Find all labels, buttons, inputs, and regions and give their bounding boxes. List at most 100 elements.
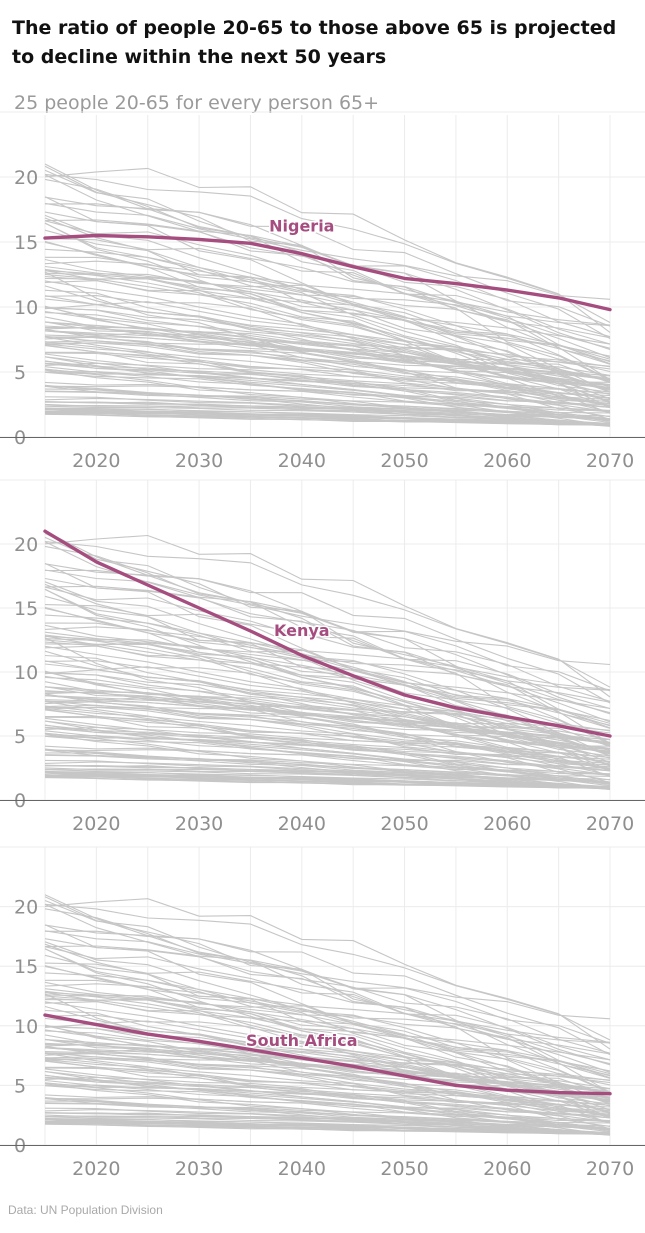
country-line — [44, 316, 611, 376]
country-line — [44, 280, 611, 407]
country-line — [44, 588, 611, 722]
country-line — [44, 222, 611, 357]
country-line — [44, 948, 611, 1072]
chart-title: The ratio of people 20-65 to those above… — [12, 17, 617, 68]
country-line — [44, 999, 611, 1105]
country-line — [44, 681, 611, 740]
country-line — [44, 169, 611, 327]
x-tick-label: 2060 — [483, 450, 531, 470]
country-line — [44, 396, 611, 426]
country-line — [44, 1077, 611, 1119]
x-tick-label: 2070 — [586, 1158, 634, 1180]
country-line — [44, 899, 611, 1044]
x-tick-label: 2030 — [175, 1158, 223, 1180]
country-line — [44, 336, 611, 382]
country-line — [44, 1094, 611, 1131]
country-line — [44, 645, 611, 771]
country-line — [44, 686, 611, 731]
country-line — [44, 321, 611, 367]
country-line — [44, 381, 611, 421]
country-line — [44, 1030, 611, 1090]
country-line — [44, 775, 611, 790]
country-line — [44, 1085, 611, 1131]
country-line — [44, 258, 611, 362]
country-line — [44, 671, 611, 781]
y-tick-label: 15 — [14, 956, 38, 978]
country-line — [44, 1039, 611, 1081]
x-tick-label: 2040 — [278, 813, 326, 835]
y-tick-label: 5 — [14, 726, 26, 748]
country-line — [44, 1045, 611, 1116]
country-line — [44, 1067, 611, 1119]
country-line — [44, 1052, 611, 1094]
country-line — [44, 938, 611, 1054]
highlight-series-line — [43, 1013, 612, 1096]
country-line — [44, 701, 611, 745]
y-tick-label: 20 — [14, 534, 38, 556]
x-tick-label: 2020 — [72, 813, 120, 835]
country-line — [44, 295, 611, 408]
country-line — [44, 896, 611, 1079]
country-line — [44, 894, 611, 1079]
x-tick-label: 2050 — [380, 450, 428, 470]
country-line — [44, 532, 611, 729]
country-line — [44, 660, 611, 772]
country-line — [44, 222, 611, 381]
country-line — [44, 898, 611, 1050]
country-line — [44, 248, 611, 391]
country-line — [44, 371, 611, 413]
series-label: Nigeria — [269, 217, 334, 236]
x-tick-label: 2020 — [72, 450, 120, 470]
country-line — [44, 229, 611, 360]
country-line — [44, 1074, 611, 1122]
country-line — [44, 285, 611, 383]
country-line — [44, 1034, 611, 1090]
country-line — [44, 749, 611, 772]
background-country-lines — [44, 163, 611, 427]
country-line — [44, 202, 611, 300]
background-country-lines — [44, 530, 611, 791]
country-line — [44, 1066, 611, 1106]
country-line — [44, 391, 611, 426]
country-line — [44, 930, 611, 1056]
country-line — [44, 569, 611, 704]
country-line — [44, 280, 611, 345]
country-line — [44, 371, 611, 422]
y-tick-label: 10 — [14, 297, 38, 319]
country-line — [44, 707, 611, 783]
country-line — [44, 745, 611, 785]
country-line — [44, 569, 611, 666]
country-line — [44, 1005, 611, 1096]
country-line — [44, 385, 611, 408]
country-line — [44, 1001, 611, 1061]
country-line — [44, 641, 611, 727]
x-tick-label: 2060 — [483, 1158, 531, 1180]
y-tick-label: 20 — [14, 897, 38, 919]
country-line — [44, 724, 611, 775]
country-line — [44, 306, 611, 418]
country-line — [44, 307, 611, 414]
country-line — [44, 586, 611, 710]
country-line — [44, 643, 611, 757]
country-line — [44, 954, 611, 1075]
country-line — [44, 965, 611, 1105]
country-line — [44, 362, 611, 395]
country-line — [44, 173, 611, 323]
country-line — [44, 366, 611, 413]
country-line — [44, 167, 611, 333]
country-line — [44, 534, 611, 698]
country-line — [44, 401, 611, 426]
country-line — [44, 330, 611, 388]
x-tick-label: 2020 — [72, 1158, 120, 1180]
country-line — [44, 903, 611, 1041]
highlight-series-line — [43, 529, 612, 738]
y-axis-units-label: 25 people 20-65 for every person 65+ — [14, 92, 380, 114]
country-line — [44, 270, 611, 326]
data-source: Data: UN Population Division — [8, 1203, 163, 1217]
series-label: Kenya — [274, 621, 330, 640]
country-line — [44, 1097, 611, 1119]
x-tick-label: 2030 — [175, 450, 223, 470]
background-country-lines — [44, 894, 611, 1136]
country-line — [44, 948, 611, 1094]
